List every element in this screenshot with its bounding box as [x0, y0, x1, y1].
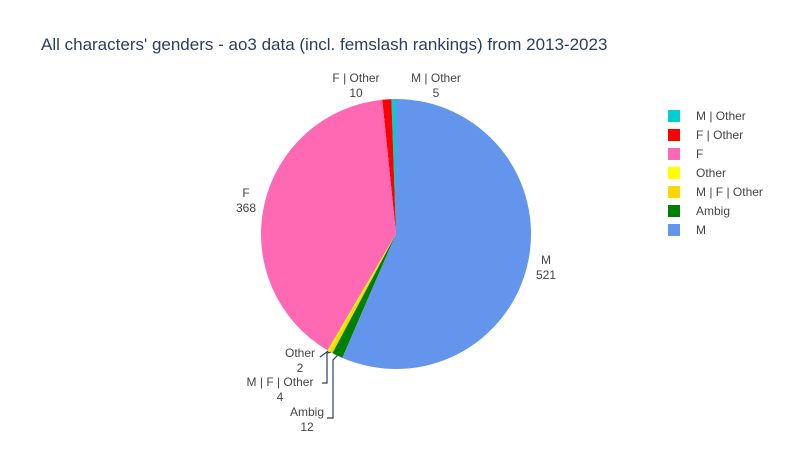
legend: M | Other F | Other F Other M | F | Othe… [668, 106, 763, 239]
legend-label: F [696, 146, 704, 161]
slice-label-name: M [541, 253, 551, 267]
slice-label-name: Ambig [290, 405, 324, 419]
slice-label-value: 5 [433, 86, 440, 100]
leader-line [322, 351, 331, 384]
legend-swatch [668, 185, 680, 198]
label-leader-lines [319, 350, 338, 419]
slice-label-value: 12 [300, 420, 314, 434]
slice-label-value: 521 [536, 268, 556, 282]
legend-swatch [668, 166, 680, 179]
chart-title: All characters' genders - ao3 data (incl… [41, 35, 608, 54]
legend-item[interactable]: M [668, 220, 763, 239]
slice-label-value: 368 [236, 201, 256, 215]
slice-label-value: 2 [297, 361, 304, 375]
legend-item[interactable]: F | Other [668, 125, 763, 144]
legend-swatch [668, 204, 680, 217]
slice-label: M | F | Other 4 [247, 375, 314, 404]
pie-slice-other[interactable] [327, 234, 396, 352]
leader-line [327, 355, 338, 419]
slice-label: M | Other 5 [411, 71, 461, 100]
pie-slices [260, 99, 532, 369]
pie-slice-m-other[interactable] [391, 99, 396, 234]
legend-item[interactable]: F [668, 144, 763, 163]
pie-slice-m[interactable] [342, 99, 532, 369]
slice-label-name: F [242, 186, 249, 200]
pie-slice-f-other[interactable] [382, 99, 396, 234]
slice-label-value: 4 [277, 390, 284, 404]
pie-slice-ambig[interactable] [332, 234, 396, 358]
pie-slice-f[interactable] [260, 99, 396, 351]
legend-item[interactable]: M | Other [668, 106, 763, 125]
slice-label-value: 10 [349, 86, 363, 100]
slice-label-name: M | F | Other [247, 375, 314, 389]
slice-label-name: Other [285, 346, 315, 360]
leader-line [319, 350, 329, 358]
legend-item[interactable]: M | F | Other [668, 182, 763, 201]
legend-label: Other [696, 165, 727, 180]
slice-label-name: M | Other [411, 71, 461, 85]
legend-swatch [668, 109, 680, 122]
legend-swatch [668, 147, 680, 160]
legend-label: M | Other [696, 108, 746, 123]
slice-label-name: F | Other [332, 71, 379, 85]
legend-swatch [668, 223, 680, 236]
slice-label: Other 2 [285, 346, 315, 375]
legend-item[interactable]: Other [668, 163, 763, 182]
legend-label: F | Other [696, 127, 744, 142]
legend-swatch [668, 128, 680, 141]
slice-label: Ambig 12 [290, 405, 324, 434]
slice-label: F 368 [236, 186, 256, 215]
legend-label: M | F | Other [696, 184, 763, 199]
legend-label: Ambig [696, 203, 731, 218]
pie-slice-m-f-other[interactable] [329, 234, 396, 354]
legend-label: M [696, 222, 706, 237]
slice-labels: M | Other 5 F | Other 10 F 368 Other 2M | F | O… [236, 71, 556, 434]
slice-label: F | Other 10 [332, 71, 379, 100]
legend-item[interactable]: Ambig [668, 201, 763, 220]
slice-label: M 521 [536, 253, 556, 282]
